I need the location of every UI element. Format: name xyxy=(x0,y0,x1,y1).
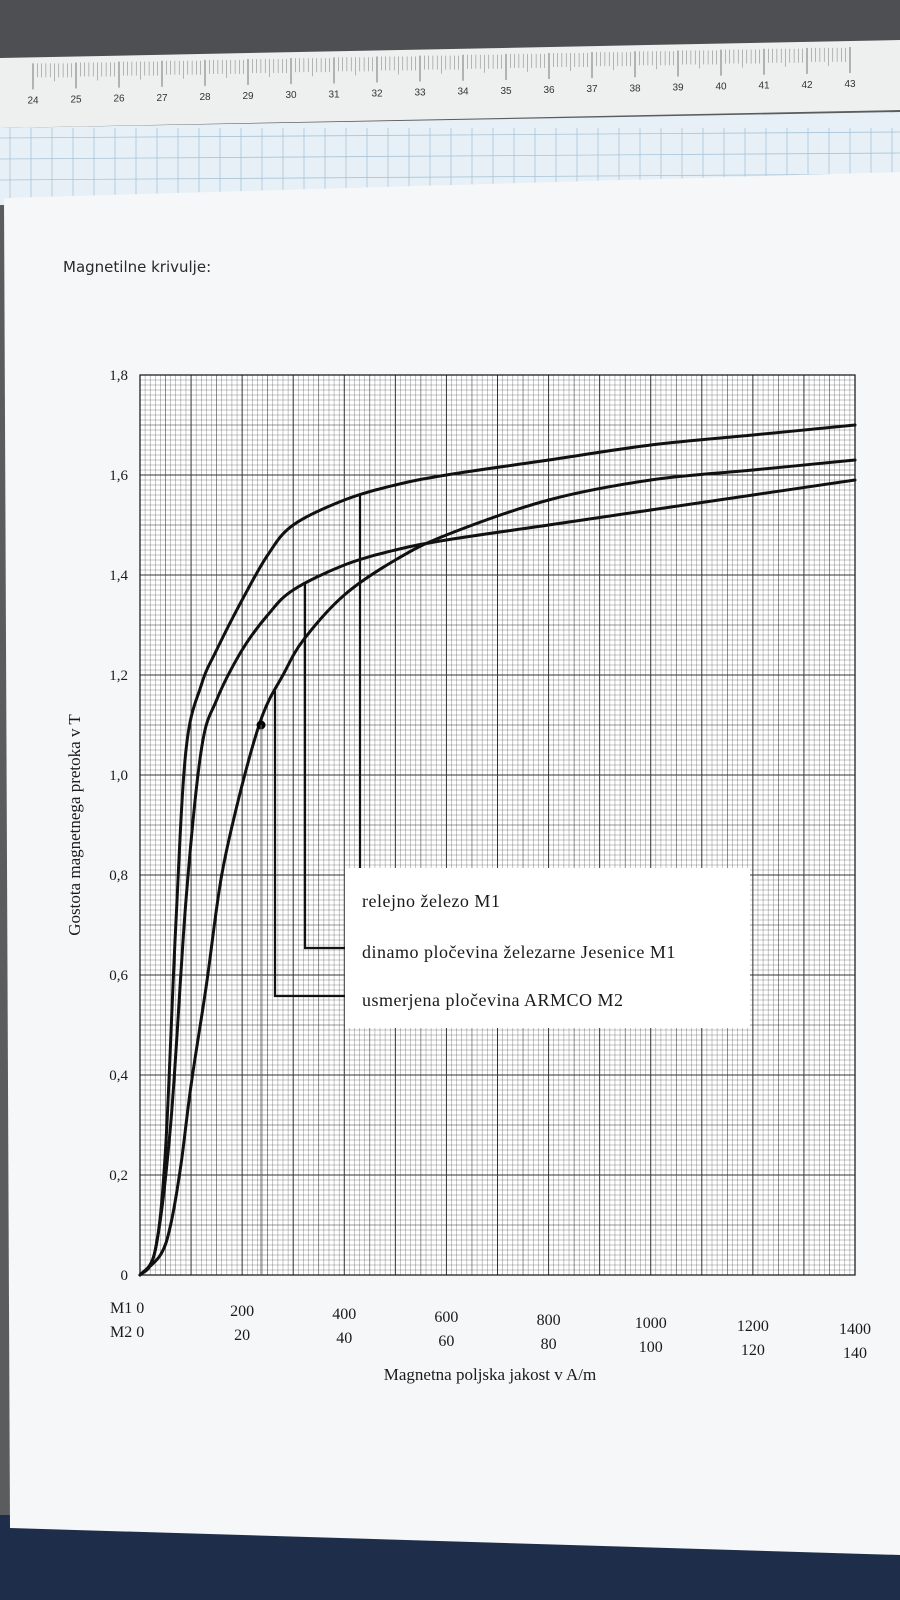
y-tick-label: 0,6 xyxy=(109,968,128,984)
y-tick-label: 0,8 xyxy=(109,868,128,884)
ruler-number: 24 xyxy=(27,95,39,106)
x-tick-label-m1: 600 xyxy=(434,1309,458,1326)
series-line-1 xyxy=(138,478,857,1277)
ruler-number: 33 xyxy=(414,88,426,99)
ruler-number: 34 xyxy=(457,87,469,98)
x-tick-label-m1: 400 xyxy=(332,1306,356,1323)
ruler-number: 30 xyxy=(285,90,297,101)
chart: relejno železo M1 dinamo pločevina želez… xyxy=(138,374,857,1277)
legend-label-0: relejno železo M1 xyxy=(362,891,500,911)
x-tick-label-m2: M2 0 xyxy=(110,1324,144,1341)
x-tick-label-m1: 1400 xyxy=(839,1321,871,1338)
ruler-number: 41 xyxy=(758,81,770,92)
x-tick-label-m1: 800 xyxy=(537,1312,561,1329)
y-tick-label: 1,4 xyxy=(109,568,128,584)
series-line-0 xyxy=(138,423,857,1277)
ruler-number: 32 xyxy=(371,88,383,99)
ruler-number: 37 xyxy=(586,84,598,95)
ruler-ticks xyxy=(32,47,851,90)
y-axis-label: Gostota magnetnega pretoka v T xyxy=(65,714,84,936)
x-tick-label-m2: 100 xyxy=(639,1339,663,1356)
ruler xyxy=(0,40,900,128)
y-tick-label: 0,4 xyxy=(109,1068,128,1084)
ruler-number: 38 xyxy=(629,83,641,94)
x-tick-label-m1: 1000 xyxy=(635,1315,667,1332)
page-heading: Magnetilne krivulje: xyxy=(63,258,211,276)
x-tick-label-m2: 40 xyxy=(336,1330,352,1347)
ruler-number: 35 xyxy=(500,86,512,97)
x-tick-labels: M1 0 200 400 600 800 1000 1200 1400 M2 0 20 40 60 80… xyxy=(110,1300,871,1362)
ruler-number: 43 xyxy=(844,79,856,90)
ruler-number: 27 xyxy=(156,93,168,104)
ruler-number: 25 xyxy=(70,94,82,105)
ruler-numbers: 24 25 26 27 28 29 30 31 32 33 34 35 36 37 38 39 40 41 42 43 xyxy=(27,79,856,106)
ruler-number: 31 xyxy=(328,89,340,100)
ruler-number: 40 xyxy=(715,82,727,93)
x-axis-label: Magnetna poljska jakost v A/m xyxy=(384,1365,596,1384)
x-tick-label-m2: 80 xyxy=(541,1336,557,1353)
x-tick-label-m1: 1200 xyxy=(737,1318,769,1335)
ruler-number: 26 xyxy=(113,94,125,105)
series-layer xyxy=(138,423,857,1277)
legend-leader-2 xyxy=(273,690,348,998)
y-tick-label: 1,0 xyxy=(109,768,128,784)
ruler-number: 39 xyxy=(672,82,684,93)
plot-frame xyxy=(139,374,856,1276)
ruler-number: 29 xyxy=(242,91,254,102)
y-tick-label: 0 xyxy=(121,1268,129,1284)
ruler-number: 36 xyxy=(543,85,555,96)
x-tick-label-m2: 60 xyxy=(438,1333,454,1350)
x-tick-label-m2: 140 xyxy=(843,1345,867,1362)
legend-label-1: dinamo pločevina železarne Jesenice M1 xyxy=(362,942,676,962)
legend-box xyxy=(345,868,750,1028)
x-tick-label-m1: 200 xyxy=(230,1303,254,1320)
bg-grid-h xyxy=(0,152,900,160)
series-line-2 xyxy=(138,458,857,1277)
y-tick-label: 0,2 xyxy=(109,1168,128,1184)
y-tick-label: 1,2 xyxy=(109,668,128,684)
legend-leader-1 xyxy=(303,584,348,950)
y-tick-labels: 0 0,2 0,4 0,6 0,8 1,0 1,2 1,4 1,6 1,8 xyxy=(109,368,128,1284)
y-tick-label: 1,8 xyxy=(109,368,128,384)
bg-grid-h xyxy=(0,131,900,139)
legend-label-2: usmerjena pločevina ARMCO M2 xyxy=(362,990,623,1010)
x-tick-label-m2: 120 xyxy=(741,1342,765,1359)
ruler-number: 42 xyxy=(801,80,813,91)
x-tick-label-m2: 20 xyxy=(234,1327,250,1344)
x-tick-label-m1: M1 0 xyxy=(110,1300,144,1317)
marker-layer xyxy=(256,720,266,1275)
ruler-number: 28 xyxy=(199,92,211,103)
y-tick-label: 1,6 xyxy=(109,468,128,484)
legend: relejno železo M1 dinamo pločevina želez… xyxy=(345,868,750,1028)
bg-grid-h xyxy=(0,173,900,181)
